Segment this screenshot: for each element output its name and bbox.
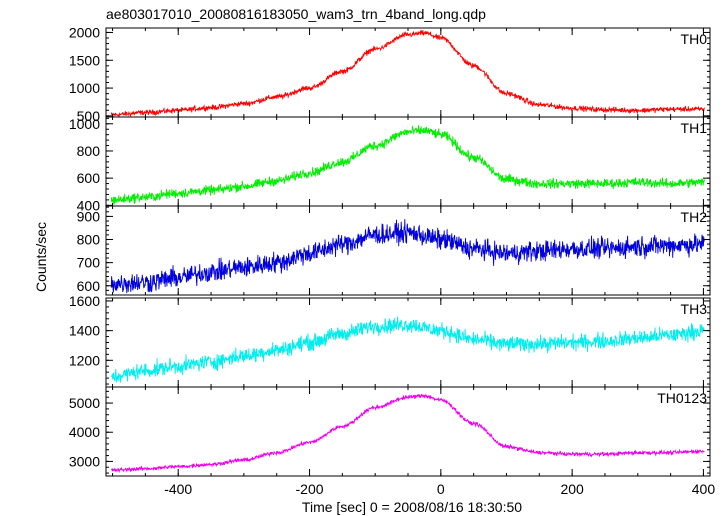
x-tick-label: -400 <box>164 481 192 497</box>
series-line-th1 <box>110 125 705 206</box>
y-tick-label: 2000 <box>69 24 100 40</box>
panel-label: TH0123 <box>657 390 707 406</box>
x-axis-label: Time [sec] 0 = 2008/08/16 18:30:50 <box>302 499 522 515</box>
panel-th0123: 3000 4000 5000 TH0123 <box>69 386 711 477</box>
x-tick-label: -200 <box>296 481 324 497</box>
y-tick-label: 1200 <box>69 352 100 368</box>
x-tick-label: 400 <box>692 481 716 497</box>
y-tick-label: 600 <box>77 278 101 294</box>
y-tick-label: 700 <box>77 255 101 271</box>
series-line-th0 <box>110 30 705 117</box>
panel-th1: 400 600 800 1000 TH1 <box>69 116 711 213</box>
series-line-th3 <box>110 316 705 383</box>
panel-frame <box>105 27 711 118</box>
y-tick-label: 1600 <box>69 293 100 309</box>
y-tick-label: 600 <box>77 170 101 186</box>
y-tick-label: 1000 <box>69 116 100 132</box>
y-tick-label: 5000 <box>69 395 100 411</box>
y-tick-label: 3000 <box>69 453 100 469</box>
panel-label: TH3 <box>681 301 708 317</box>
y-tick-label: 800 <box>77 232 101 248</box>
x-tick-label: 0 <box>437 481 445 497</box>
x-axis: -400 -200 0 200 400 <box>164 481 715 497</box>
panel-frame <box>105 386 711 477</box>
y-tick-label: 400 <box>77 197 101 213</box>
series-line-th0123 <box>111 393 705 474</box>
y-tick-label: 800 <box>77 143 101 159</box>
series-line-th2 <box>110 219 705 294</box>
panel-th0: 500 1000 1500 2000 TH0 <box>69 24 711 124</box>
chart-title: ae803017010_20080816183050_wam3_trn_4ban… <box>106 6 486 22</box>
panel-label: TH0 <box>681 31 708 47</box>
panel-th3: 1200 1400 1600 TH3 <box>69 293 711 388</box>
panel-th2: 600 700 800 900 TH2 <box>77 205 711 296</box>
y-tick-label: 4000 <box>69 424 100 440</box>
y-axis-label: Counts/sec <box>33 222 49 292</box>
y-tick-label: 1000 <box>69 80 100 96</box>
panel-label: TH2 <box>681 209 708 225</box>
y-tick-label: 1400 <box>69 323 100 339</box>
y-tick-label: 900 <box>77 208 101 224</box>
x-tick-label: 200 <box>560 481 584 497</box>
panel-label: TH1 <box>681 120 708 136</box>
y-tick-label: 1500 <box>69 52 100 68</box>
y-tick-label: 500 <box>77 108 101 124</box>
